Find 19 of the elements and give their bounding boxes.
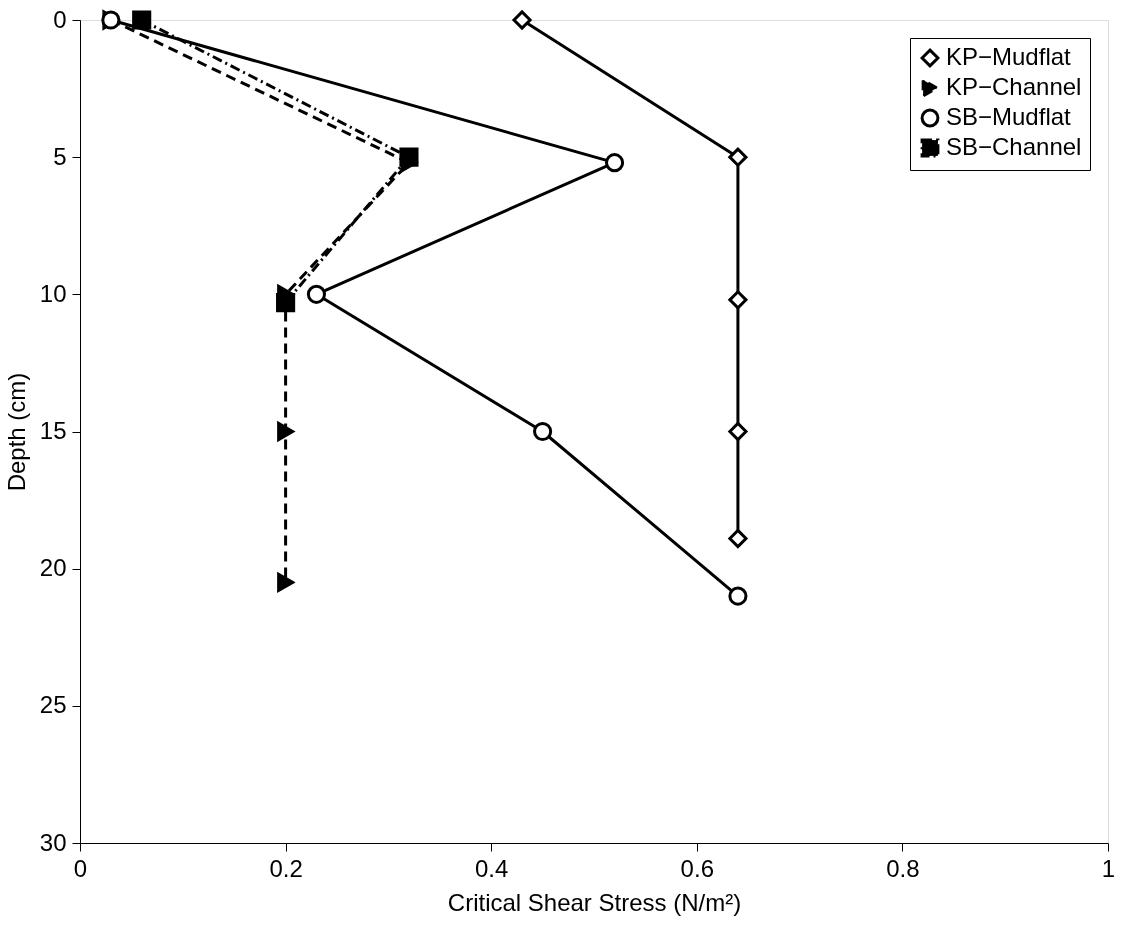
x-tick-label: 0.4 [475, 854, 509, 882]
y-tick-label: 5 [53, 142, 67, 170]
y-tick-label: 10 [39, 279, 67, 307]
y-tick-label: 0 [53, 5, 67, 33]
y-tick-label: 15 [39, 417, 67, 444]
y-tick-label: 25 [39, 691, 67, 719]
x-tick-label: 0.2 [269, 854, 303, 882]
y-tick-label: 20 [39, 554, 67, 582]
legend-label: KP−Mudflat [946, 43, 1072, 70]
x-tick-label: 1 [1101, 854, 1116, 882]
x-tick-label: 0.8 [886, 854, 920, 882]
legend-label: SB−Mudflat [946, 103, 1072, 130]
legend-label: SB−Channel [946, 133, 1082, 160]
x-axis-title: Critical Shear Stress (N/m²) [447, 888, 742, 916]
x-tick-label: 0 [73, 854, 88, 882]
y-tick-label: 30 [39, 828, 67, 856]
legend-label: KP−Channel [946, 73, 1082, 100]
x-tick-label: 0.6 [680, 854, 714, 882]
y-axis-title: Depth (cm) [2, 372, 30, 492]
